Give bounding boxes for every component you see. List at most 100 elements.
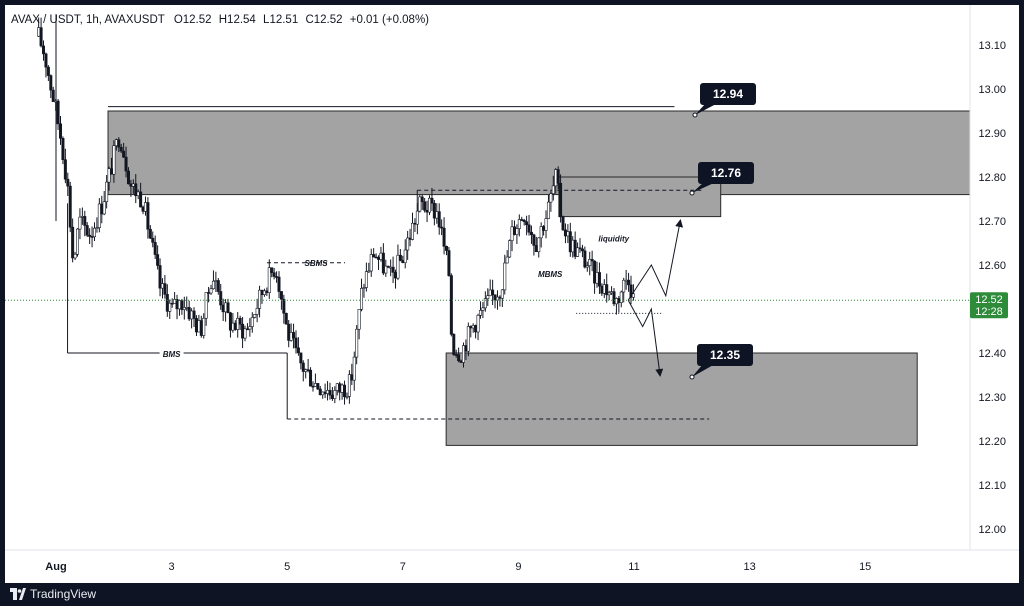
candle-body	[253, 314, 257, 318]
price-tick-label: 12.10	[978, 480, 1006, 492]
candle-body	[301, 362, 305, 372]
zone-label-12.94[interactable]: 12.94	[692, 83, 756, 118]
candle-body	[415, 210, 419, 225]
tradingview-logo-icon[interactable]	[10, 587, 26, 601]
candle-body	[554, 169, 558, 187]
candle-body	[360, 288, 364, 310]
candle-body	[80, 216, 84, 218]
candle-body	[153, 242, 157, 255]
candle-body	[272, 272, 276, 277]
candle-body	[197, 320, 201, 333]
candle-body	[495, 296, 499, 301]
candle-body	[512, 226, 516, 235]
candle-body	[350, 374, 354, 381]
candle-body	[471, 325, 475, 329]
candle-body	[187, 307, 191, 320]
candle-body	[114, 139, 118, 146]
candle-body	[51, 89, 55, 102]
candle-body	[588, 259, 592, 266]
candle-body	[520, 219, 524, 221]
candle-body	[296, 347, 300, 354]
candle-body	[622, 279, 626, 293]
time-tick-label: Aug	[45, 561, 66, 573]
candle-body	[610, 291, 614, 294]
annotation-bg	[159, 349, 184, 359]
candle-body	[61, 137, 65, 161]
zone-label-12.76[interactable]: 12.76	[689, 162, 754, 196]
annotation-liquidity: liquidity	[598, 235, 629, 244]
candle-body	[461, 345, 465, 363]
candle-body	[454, 354, 458, 356]
candle-body	[131, 183, 135, 187]
candle-body	[76, 228, 80, 255]
symbol-label[interactable]: AVAX / USDT, 1h, AVAXUSDT	[11, 14, 165, 26]
candle-body	[168, 302, 172, 312]
candle-body	[474, 325, 478, 333]
candle-body	[330, 394, 334, 399]
candle-body	[488, 289, 492, 297]
candle-body	[160, 283, 164, 289]
candle-body	[556, 169, 560, 184]
candle-body	[262, 290, 266, 295]
candle-body	[532, 234, 536, 246]
candle-body	[386, 265, 390, 268]
candle-body	[612, 291, 616, 305]
candles-layer	[37, 17, 635, 405]
candle-body	[355, 328, 359, 358]
candle-body	[156, 254, 160, 266]
candle-body	[112, 145, 116, 175]
candle-body	[107, 168, 111, 183]
candle-body	[146, 202, 150, 230]
candle-body	[529, 231, 533, 236]
candle-body	[391, 266, 395, 273]
zone-12.76[interactable]	[558, 176, 722, 218]
candle-body	[338, 383, 342, 393]
candle-body	[544, 218, 548, 231]
zone-12.94[interactable]	[107, 110, 971, 196]
candle-body	[42, 45, 46, 55]
price-tick-label: 12.30	[978, 392, 1006, 404]
candle-body	[367, 270, 371, 273]
price-tag-countdown: 12:28	[975, 306, 1003, 318]
candle-body	[250, 317, 254, 327]
brand-name[interactable]: TradingView	[30, 587, 97, 601]
price-tick-label: 12.90	[978, 128, 1006, 140]
candle-body	[539, 226, 543, 239]
candle-body	[389, 266, 393, 269]
candle-body	[151, 237, 155, 243]
candle-body	[124, 156, 128, 172]
annotation-sbms: SBMS	[305, 259, 329, 268]
candle-body	[464, 345, 468, 352]
zone-12.35[interactable]	[445, 352, 918, 446]
candle-body	[211, 280, 215, 290]
candle-body	[364, 271, 368, 288]
candle-body	[163, 283, 167, 295]
price-tick-label: 12.40	[978, 348, 1006, 360]
chart-frame[interactable]: 12.94 12.76 12.35 BMS SBMS MBMS liquidity 13.1…	[5, 5, 1019, 583]
candlestick-chart[interactable]: 12.94 12.76 12.35 BMS SBMS MBMS liquidity 13.1…	[5, 5, 1019, 583]
candle-body	[503, 262, 507, 291]
candle-body	[403, 249, 407, 264]
zone-label-12.35[interactable]: 12.35	[689, 344, 753, 380]
projection-layer	[627, 219, 684, 377]
candle-body	[226, 302, 230, 314]
candle-body	[46, 66, 50, 76]
candle-body	[294, 337, 298, 349]
candle-body	[284, 312, 288, 325]
zone-label-pointer	[695, 103, 718, 115]
price-tick-label: 13.00	[978, 84, 1006, 96]
candle-body	[238, 317, 242, 325]
candle-body	[522, 219, 526, 223]
zone-label-pointer	[692, 364, 715, 377]
candle-body	[165, 294, 169, 312]
candle-body	[583, 250, 587, 268]
candle-body	[292, 332, 296, 339]
zones-layer	[107, 110, 971, 446]
candle-body	[231, 322, 235, 331]
candle-body	[333, 390, 337, 399]
candle-body	[92, 227, 96, 238]
candle-body	[233, 322, 237, 330]
candle-body	[335, 383, 339, 391]
candle-body	[109, 168, 113, 175]
